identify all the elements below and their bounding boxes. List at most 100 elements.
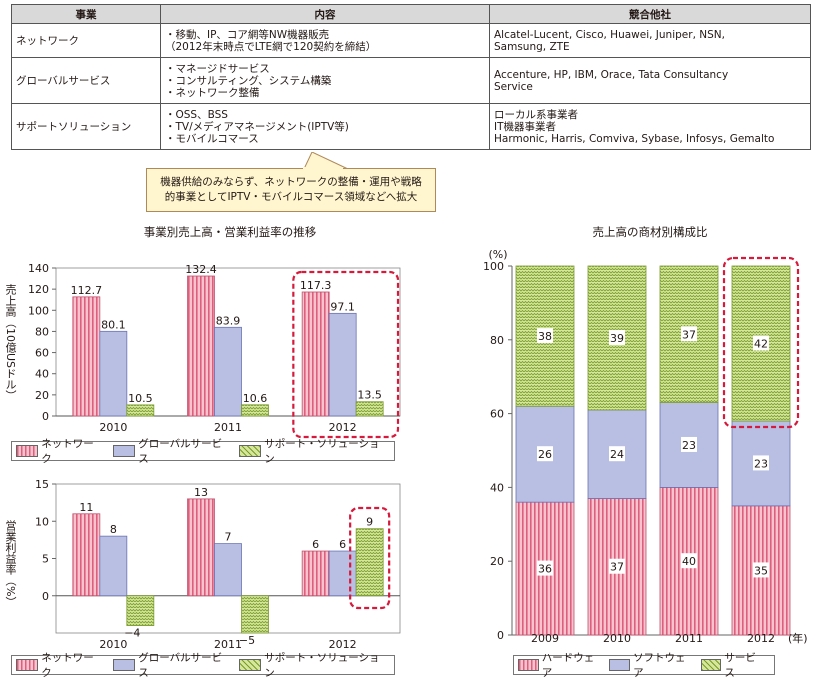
legend-item-support-solution: サポート・ソリューション: [239, 650, 380, 680]
legend-swatch: [609, 659, 631, 671]
bar-ネットワーク-2011: [187, 275, 215, 417]
bar-グローバルサービス-2010: [99, 535, 128, 597]
x-tick-label: 2010: [99, 638, 127, 651]
data-label: 10.5: [128, 392, 153, 405]
data-label: 13: [194, 486, 208, 499]
data-label: 13.5: [357, 389, 382, 402]
data-label: −4: [124, 627, 140, 640]
chart-sales-by-business: 0 20 40 60 80 100 120 140 112.7 80.1 10.5 2010 132.4…: [28, 262, 401, 439]
header-content: 内容: [160, 4, 490, 24]
label-bg: [537, 328, 553, 344]
x-tick-label: 2012: [747, 632, 775, 645]
y-tick-label: 5: [42, 553, 49, 566]
legend-swatch: [16, 445, 39, 457]
label-bg: [681, 436, 697, 452]
label-bg: [681, 326, 697, 342]
row-content: ・マネージドサービス ・コンサルティング、システム構築 ・ネットワーク整備: [160, 57, 490, 104]
y-tick-label: 140: [28, 262, 49, 275]
header-business: 事業: [11, 4, 161, 24]
bar-サポート・ソリューション-2011: [241, 595, 269, 634]
legend-item-support-solution: サポート・ソリューション: [239, 436, 380, 466]
y-tick-label: 60: [35, 347, 49, 360]
label-bg: [609, 558, 625, 574]
data-label: 36: [538, 563, 552, 576]
bar-ネットワーク-2012: [301, 291, 330, 417]
y-tick-label: 60: [490, 408, 504, 421]
row-competitors: ローカル系事業者 IT機器事業者 Harmonic, Harris, Comvi…: [489, 103, 811, 150]
data-label: 11: [79, 501, 93, 514]
label-bg: [753, 455, 769, 471]
chart2-ylabel: 営業利益率（%）: [4, 520, 17, 608]
legend-swatch: [518, 659, 539, 671]
bar-グローバルサービス-2010: [99, 330, 128, 417]
y-tick-label: 80: [35, 325, 49, 338]
legend-item-hardware: ハードウェア: [518, 650, 595, 680]
row-category: グローバルサービス: [11, 57, 161, 104]
data-label: 132.4: [185, 263, 217, 276]
legend-swatch: [113, 445, 136, 457]
data-label: 9: [366, 516, 373, 529]
legend-item-software: ソフトウェア: [609, 650, 686, 680]
row-content: ・移動、IP、コア網等NW機器販売 （2012年末時点でLTE網で120契約を締…: [160, 23, 490, 58]
x-tick-label: 2011: [214, 421, 242, 434]
data-label: 23: [682, 439, 696, 452]
data-label: 37: [682, 328, 696, 341]
y-tick-label: 80: [490, 334, 504, 347]
x-tick-label: 2010: [99, 421, 127, 434]
data-label: 26: [538, 448, 552, 461]
label-bg: [753, 335, 769, 351]
data-label: 37: [610, 561, 624, 574]
data-label: 24: [610, 448, 624, 461]
x-unit-label: (年): [788, 631, 808, 645]
table-header-row: 事業 内容 競合他社: [11, 4, 811, 24]
callout-line-1: 機器供給のみならず、ネットワークの整備・運用や戦略: [160, 176, 422, 188]
bar-ネットワーク-2010: [72, 296, 101, 417]
x-tick-label: 2011: [675, 632, 703, 645]
y-tick-label: 40: [490, 481, 504, 494]
bar-グローバルサービス-2011: [214, 326, 242, 417]
bar-グローバルサービス-2011: [214, 543, 242, 597]
y-tick-label: 100: [28, 304, 49, 317]
data-label: 38: [538, 330, 552, 343]
bar-グローバルサービス-2012: [328, 550, 357, 597]
data-label: 42: [754, 337, 768, 350]
chart3-title: 売上高の商材別構成比: [592, 225, 708, 239]
data-label: 23: [754, 457, 768, 470]
chart2-legend: ネットワーク グローバルサービス サポート・ソリューション: [11, 652, 395, 679]
label-bg: [537, 446, 553, 462]
y-tick-label: 0: [497, 629, 504, 642]
data-label: 35: [754, 564, 768, 577]
bar-ネットワーク-2010: [72, 513, 101, 597]
highlight-box-2012: [292, 270, 400, 439]
callout-box: 機器供給のみならず、ネットワークの整備・運用や戦略 的事業としてIPTV・モバイ…: [146, 168, 436, 212]
label-bg: [681, 553, 697, 569]
bar-ネットワーク-2012: [301, 550, 330, 597]
y-tick-label: 15: [35, 478, 49, 491]
legend-swatch: [700, 659, 722, 671]
callout-joint: [303, 167, 343, 170]
header-competitors: 競合他社: [489, 4, 811, 24]
y-tick-label: 0: [42, 590, 49, 603]
data-label: 83.9: [216, 314, 241, 327]
x-tick-label: 2009: [531, 632, 559, 645]
callout-line-2: 的事業としてIPTV・モバイルコマース領域などへ拡大: [164, 191, 418, 203]
label-bg: [537, 560, 553, 576]
legend-item-service: サービス: [700, 650, 760, 680]
row-competitors: Accenture, HP, IBM, Orace, Tata Consulta…: [489, 57, 811, 104]
label-bg: [609, 446, 625, 462]
x-tick-label: 2011: [214, 638, 242, 651]
table-row: サポートソリューション ・OSS、BSS ・TV/メディアマネージメント(IPT…: [11, 103, 811, 150]
data-label: 10.6: [243, 392, 268, 405]
legend-item-global-service: グローバルサービス: [113, 436, 225, 466]
row-category: サポートソリューション: [11, 103, 161, 150]
row-competitors: Alcatel-Lucent, Cisco, Huawei, Juniper, …: [489, 23, 811, 58]
legend-item-network: ネットワーク: [16, 650, 99, 680]
bar-サポート・ソリューション-2012: [355, 528, 384, 597]
legend-item-global-service: グローバルサービス: [113, 650, 225, 680]
x-tick-label: 2012: [329, 421, 357, 434]
highlight-box-support-2012: [349, 506, 391, 610]
business-table: 事業 内容 競合他社 ネットワーク ・移動、IP、コア網等NW機器販売 （201…: [11, 4, 811, 150]
legend-swatch: [113, 659, 136, 671]
data-label: −5: [239, 634, 255, 647]
data-label: 80.1: [101, 318, 126, 331]
